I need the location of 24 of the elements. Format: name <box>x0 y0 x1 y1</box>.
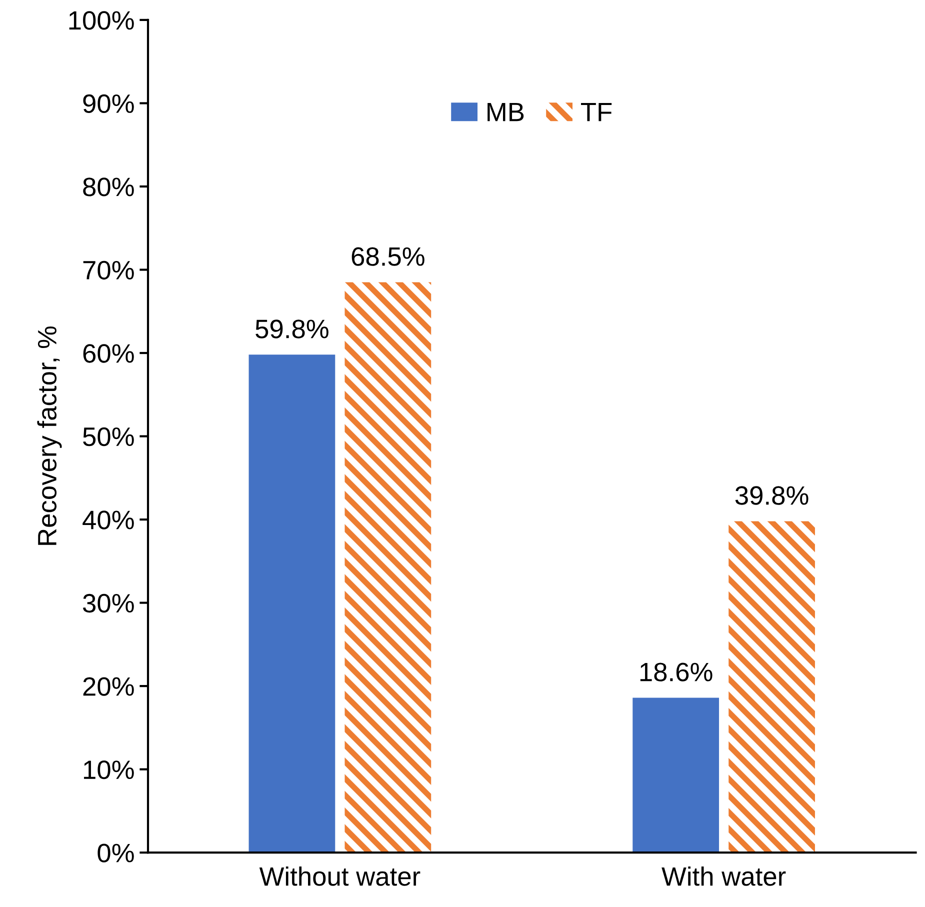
y-tick-label: 40% <box>82 510 134 530</box>
y-tick-label: 20% <box>83 677 134 696</box>
y-tick-label: 90% <box>83 94 134 114</box>
bar <box>344 282 432 853</box>
y-tick-label: 30% <box>82 594 134 613</box>
data-label: 39.8% <box>735 486 808 505</box>
y-tick-label: 100% <box>69 11 134 30</box>
x-tick-label: With water <box>662 866 786 886</box>
legend-label: TF <box>581 102 612 122</box>
data-label: 18.6% <box>640 662 712 682</box>
y-tick-label: 50% <box>83 427 134 446</box>
data-label: 59.8% <box>256 320 328 338</box>
y-tick-label: 0% <box>98 844 134 862</box>
bar <box>728 521 815 853</box>
y-tick-label: 80% <box>83 178 134 196</box>
y-axis-title: Recovery factor, % <box>37 326 62 545</box>
y-tick-label: 10% <box>84 760 134 780</box>
bar <box>632 698 720 853</box>
y-tick-label: 60% <box>83 344 134 363</box>
data-label: 68.5% <box>352 247 424 266</box>
y-tick-label: 70% <box>83 260 134 280</box>
bar <box>248 354 336 853</box>
legend-label: MB <box>488 102 524 122</box>
x-tick-label: Without water <box>259 866 420 886</box>
